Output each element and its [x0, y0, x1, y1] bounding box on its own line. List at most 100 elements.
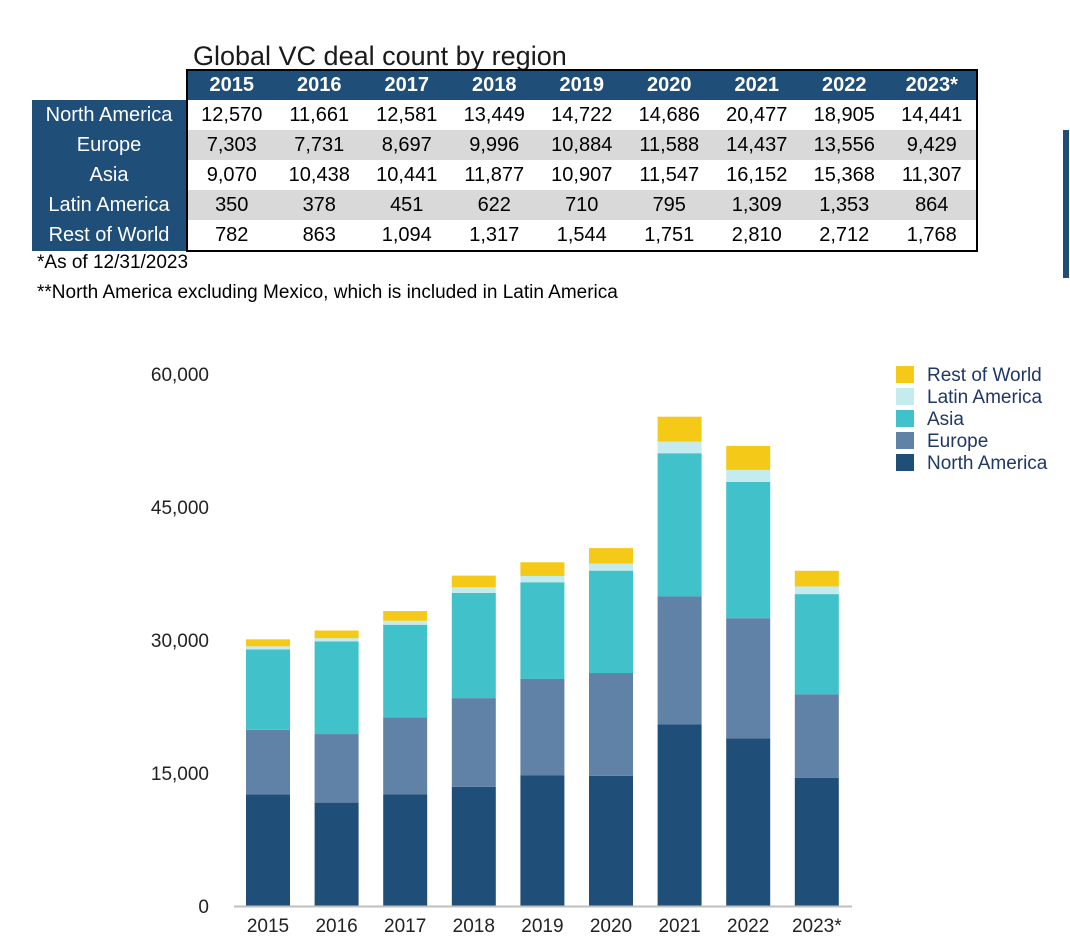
- bar-segment: [314, 641, 359, 735]
- footnote-north-america: **North America excluding Mexico, which …: [37, 282, 618, 303]
- table-cell: 451: [363, 190, 451, 220]
- y-tick-label: 60,000: [151, 365, 209, 386]
- table-cell: 350: [186, 190, 276, 220]
- y-tick-label: 0: [198, 897, 209, 918]
- y-tick-label: 15,000: [151, 764, 209, 785]
- table-cell: 9,429: [888, 130, 978, 160]
- table-cell: 13,449: [450, 100, 538, 130]
- table-cell: 1,768: [888, 220, 978, 252]
- legend-swatch: [896, 410, 914, 427]
- y-tick-label: 45,000: [151, 498, 209, 519]
- bar-segment: [726, 445, 771, 470]
- bar-segment: [589, 563, 633, 571]
- slide-edge-bar: [1063, 130, 1069, 278]
- bar-segment: [589, 570, 633, 674]
- bar-segment: [726, 481, 771, 619]
- row-label: Europe: [32, 130, 187, 160]
- table-cell: 7,731: [275, 130, 363, 160]
- bar-segment: [794, 694, 839, 778]
- table-cell: 1,309: [713, 190, 801, 220]
- bar-segment: [451, 587, 496, 593]
- bar-segment: [726, 618, 771, 739]
- table-cell: 10,438: [275, 160, 363, 190]
- table-cell: 622: [450, 190, 538, 220]
- table-year-header: 2019: [538, 69, 626, 100]
- x-tick-label: 2023*: [792, 916, 842, 937]
- table-cell: 12,570: [186, 100, 276, 130]
- legend-swatch: [896, 388, 914, 405]
- table-cell: 1,317: [450, 220, 538, 252]
- table-cell: 1,751: [625, 220, 713, 252]
- table-corner: [32, 70, 187, 100]
- bar-segment: [657, 596, 702, 725]
- table-cell: 14,437: [713, 130, 801, 160]
- bar-segment: [794, 594, 839, 695]
- legend-swatch: [896, 454, 914, 471]
- footnote-date: *As of 12/31/2023: [37, 252, 189, 273]
- row-label: Asia: [32, 160, 187, 190]
- legend-label: Rest of World: [927, 365, 1042, 386]
- bar-segment: [314, 734, 359, 803]
- bar-segment: [383, 717, 428, 795]
- x-tick-label: 2017: [384, 916, 426, 937]
- table-year-header: 2023*: [888, 69, 978, 100]
- legend-swatch: [896, 366, 914, 383]
- bar-segment: [794, 586, 839, 595]
- table-cell: 13,556: [800, 130, 888, 160]
- table-cell: 1,544: [538, 220, 626, 252]
- bar-segment: [314, 630, 359, 639]
- bar-segment: [246, 646, 290, 650]
- bar-segment: [794, 777, 839, 906]
- bar-segment: [657, 453, 702, 597]
- bar-segment: [794, 570, 839, 587]
- table-year-header: 2022: [800, 69, 888, 100]
- table-year-header: 2017: [363, 69, 451, 100]
- table-header-row: 2015 2016 2017 2018 2019 2020 2021 2022 …: [32, 69, 978, 100]
- legend-label: Asia: [927, 409, 964, 430]
- x-tick-label: 2021: [658, 916, 700, 937]
- bar-segment: [246, 639, 290, 647]
- table-cell: 14,686: [625, 100, 713, 130]
- page-title: Global VC deal count by region: [193, 41, 567, 70]
- table-cell: 20,477: [713, 100, 801, 130]
- table-row: North America 12,570 11,661 12,581 13,44…: [32, 100, 978, 130]
- bar-segment: [383, 611, 428, 621]
- bar-segment: [520, 775, 565, 906]
- legend-label: Europe: [927, 431, 988, 452]
- table-cell: 1,353: [800, 190, 888, 220]
- table-cell: 8,697: [363, 130, 451, 160]
- table-cell: 15,368: [800, 160, 888, 190]
- table-cell: 9,070: [186, 160, 276, 190]
- table-cell: 10,441: [363, 160, 451, 190]
- table-cell: 11,661: [275, 100, 363, 130]
- table-cell: 378: [275, 190, 363, 220]
- bar-segment: [657, 441, 702, 454]
- bar-segment: [451, 698, 496, 787]
- table-cell: 782: [186, 220, 276, 252]
- bar-segment: [383, 620, 428, 625]
- bar-segment: [520, 582, 565, 679]
- bar-segment: [314, 638, 359, 642]
- bar-segment: [246, 794, 290, 906]
- legend-label: North America: [927, 453, 1048, 474]
- bar-segment: [589, 775, 633, 906]
- x-tick-label: 2022: [727, 916, 769, 937]
- bar-segment: [589, 673, 633, 776]
- bar-segment: [451, 786, 496, 906]
- bar-segment: [451, 592, 496, 699]
- bar-segment: [314, 802, 359, 906]
- table-cell: 16,152: [713, 160, 801, 190]
- table-cell: 11,307: [888, 160, 978, 190]
- row-label: Latin America: [32, 190, 187, 220]
- table-cell: 795: [625, 190, 713, 220]
- bar-segment: [451, 575, 496, 588]
- row-label: Rest of World: [32, 220, 187, 251]
- table-cell: 14,722: [538, 100, 626, 130]
- x-tick-label: 2016: [315, 916, 357, 937]
- table-cell: 12,581: [363, 100, 451, 130]
- table-cell: 2,712: [800, 220, 888, 252]
- table-row: Rest of World 782 863 1,094 1,317 1,544 …: [32, 220, 978, 252]
- table-cell: 710: [538, 190, 626, 220]
- table-cell: 2,810: [713, 220, 801, 252]
- table-cell: 14,441: [888, 100, 978, 130]
